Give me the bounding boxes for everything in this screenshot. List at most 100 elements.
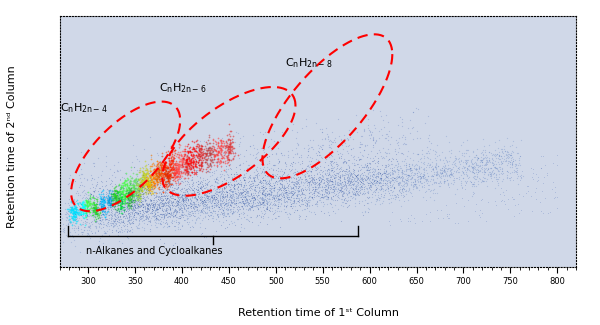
Point xyxy=(470,155,479,160)
Point xyxy=(352,173,362,178)
Point xyxy=(342,185,352,190)
Point xyxy=(140,176,150,182)
Point xyxy=(148,190,157,195)
Point xyxy=(135,193,145,198)
Point xyxy=(77,206,87,211)
Point xyxy=(362,164,371,169)
Point xyxy=(122,180,132,186)
Point xyxy=(196,185,205,190)
Point xyxy=(247,193,256,199)
Point xyxy=(137,190,147,195)
Point xyxy=(112,168,122,174)
Point xyxy=(403,173,413,178)
Point xyxy=(289,186,298,191)
Point xyxy=(256,200,265,205)
Point xyxy=(131,180,141,186)
Point xyxy=(330,178,340,183)
Point xyxy=(372,178,382,183)
Point xyxy=(485,172,495,177)
Point xyxy=(253,204,262,209)
Point xyxy=(268,188,277,193)
Point xyxy=(293,207,302,213)
Point xyxy=(505,151,514,156)
Point xyxy=(140,171,149,176)
Point xyxy=(192,206,202,212)
Point xyxy=(196,185,205,190)
Point xyxy=(286,188,296,194)
Point xyxy=(97,216,106,221)
Point xyxy=(202,152,211,157)
Point xyxy=(173,155,183,160)
Point xyxy=(78,204,88,209)
Point xyxy=(83,199,92,204)
Point xyxy=(134,192,144,197)
Point xyxy=(175,143,184,148)
Point xyxy=(181,197,191,202)
Point xyxy=(224,184,234,189)
Point xyxy=(245,193,254,199)
Point xyxy=(478,175,488,180)
Point xyxy=(373,192,383,197)
Point xyxy=(102,217,112,222)
Point xyxy=(151,176,161,181)
Point xyxy=(115,189,125,195)
Point xyxy=(211,149,221,154)
Point xyxy=(157,177,167,183)
Point xyxy=(143,186,152,191)
Point xyxy=(117,180,127,185)
Point xyxy=(130,188,139,193)
Point xyxy=(385,175,394,180)
Point xyxy=(432,169,442,174)
Point xyxy=(241,196,251,201)
Point xyxy=(335,150,345,156)
Point xyxy=(123,200,133,205)
Point xyxy=(164,174,173,179)
Point xyxy=(185,150,195,155)
Point xyxy=(338,190,347,196)
Point xyxy=(104,207,113,212)
Point xyxy=(185,188,194,193)
Point xyxy=(217,148,226,153)
Point xyxy=(422,176,432,181)
Point xyxy=(177,223,187,228)
Point xyxy=(96,202,106,208)
Point xyxy=(262,206,272,212)
Point xyxy=(116,204,126,210)
Point xyxy=(196,163,205,168)
Point xyxy=(227,158,236,163)
Point xyxy=(211,178,220,184)
Point xyxy=(143,202,152,207)
Point xyxy=(276,192,286,197)
Point xyxy=(344,173,353,178)
Point xyxy=(86,207,96,212)
Point xyxy=(193,211,203,216)
Point xyxy=(154,185,164,190)
Point xyxy=(356,175,366,180)
Point xyxy=(170,171,179,176)
Point xyxy=(450,161,460,166)
Point xyxy=(351,174,361,179)
Point xyxy=(154,169,164,174)
Point xyxy=(171,168,181,173)
Point xyxy=(160,200,169,205)
Point xyxy=(277,197,286,202)
Point xyxy=(322,195,332,200)
Point xyxy=(302,183,312,188)
Point xyxy=(190,153,199,158)
Point xyxy=(264,153,274,159)
Point xyxy=(191,186,200,191)
Point xyxy=(127,194,137,199)
Point xyxy=(126,213,136,218)
Point xyxy=(136,199,145,204)
Point xyxy=(421,175,430,180)
Point xyxy=(502,155,512,160)
Point xyxy=(496,186,506,191)
Point xyxy=(163,192,172,198)
Point xyxy=(283,193,293,198)
Point xyxy=(201,204,211,210)
Point xyxy=(233,187,242,192)
Point xyxy=(153,202,163,207)
Point xyxy=(270,185,280,190)
Point xyxy=(155,211,165,216)
Point xyxy=(145,202,155,208)
